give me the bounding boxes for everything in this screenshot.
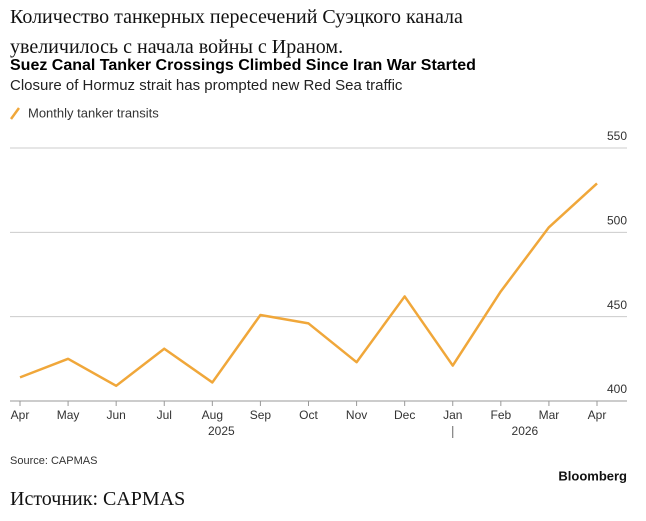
x-tick-label: Feb <box>490 408 511 422</box>
credit: Bloomberg <box>558 468 627 483</box>
y-tick-label: 500 <box>607 214 627 228</box>
legend-label: Monthly tanker transits <box>28 105 159 120</box>
x-tick-label: Apr <box>588 408 607 422</box>
russian-source: Источник: CAPMAS <box>10 488 186 510</box>
year-label: 2025 <box>208 424 235 438</box>
y-tick-label: 550 <box>607 129 627 143</box>
x-tick-label: Dec <box>394 408 415 422</box>
y-tick-label: 400 <box>607 382 627 396</box>
x-tick-label: May <box>57 408 80 422</box>
data-line <box>19 182 598 388</box>
x-tick-label: Jul <box>157 408 172 422</box>
x-tick-label: Jun <box>106 408 125 422</box>
x-tick-label: Oct <box>299 408 318 422</box>
source: Source: CAPMAS <box>10 455 97 467</box>
x-tick-label: Aug <box>202 408 223 422</box>
y-tick-label: 450 <box>607 298 627 312</box>
x-tick-label: Mar <box>539 408 560 422</box>
chart-subtitle: Closure of Hormuz strait has prompted ne… <box>10 77 403 94</box>
year-label: 2026 <box>512 424 539 438</box>
russian-title: Количество танкерных пересечений Суэцког… <box>10 6 463 58</box>
x-tick-label: Nov <box>346 408 367 422</box>
x-tick-label: Sep <box>250 408 272 422</box>
chart-title: Suez Canal Tanker Crossings Climbed Sinc… <box>10 57 476 74</box>
legend-swatch <box>9 107 21 120</box>
x-tick-label: Apr <box>11 408 30 422</box>
x-tick-label: Jan <box>443 408 462 422</box>
